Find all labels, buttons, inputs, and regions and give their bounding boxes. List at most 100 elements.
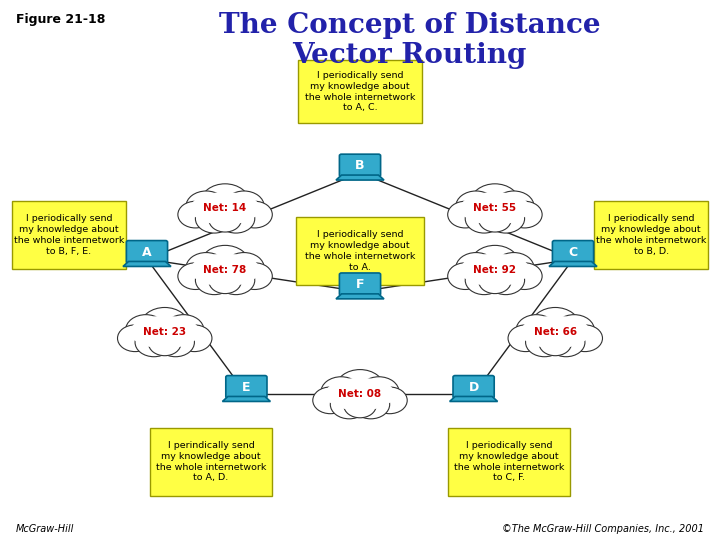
Circle shape	[224, 191, 264, 222]
FancyBboxPatch shape	[296, 217, 424, 285]
Circle shape	[125, 315, 166, 346]
Circle shape	[237, 201, 272, 228]
Circle shape	[494, 253, 534, 284]
Polygon shape	[222, 396, 271, 401]
FancyBboxPatch shape	[226, 375, 267, 398]
Circle shape	[140, 307, 189, 345]
FancyBboxPatch shape	[339, 154, 381, 177]
Circle shape	[456, 191, 496, 222]
FancyBboxPatch shape	[127, 241, 168, 263]
Circle shape	[372, 387, 408, 414]
Ellipse shape	[460, 254, 530, 286]
Circle shape	[526, 328, 563, 357]
Ellipse shape	[325, 378, 395, 410]
Text: Net: 55: Net: 55	[473, 204, 516, 213]
Circle shape	[494, 191, 534, 222]
Text: Net: 14: Net: 14	[204, 204, 247, 213]
Text: B: B	[355, 159, 365, 172]
Circle shape	[516, 315, 557, 346]
Circle shape	[465, 204, 503, 233]
FancyBboxPatch shape	[552, 241, 593, 263]
Circle shape	[487, 266, 525, 295]
Text: E: E	[242, 381, 251, 394]
Text: D: D	[469, 381, 479, 394]
Circle shape	[344, 393, 376, 418]
Circle shape	[163, 315, 204, 346]
Circle shape	[465, 266, 503, 295]
Polygon shape	[336, 294, 384, 299]
Circle shape	[359, 377, 399, 408]
Circle shape	[507, 201, 542, 228]
Text: Net: 23: Net: 23	[143, 327, 186, 337]
FancyBboxPatch shape	[594, 201, 708, 269]
FancyBboxPatch shape	[453, 375, 494, 398]
Circle shape	[224, 253, 264, 284]
Text: Net: 66: Net: 66	[534, 327, 577, 337]
Text: I periodically send
my knowledge about
the whole internetwork
to B, F, E.: I periodically send my knowledge about t…	[14, 214, 124, 255]
Polygon shape	[549, 261, 597, 266]
Ellipse shape	[190, 254, 260, 286]
Text: C: C	[569, 246, 577, 259]
Ellipse shape	[190, 192, 260, 225]
Circle shape	[321, 377, 361, 408]
Text: I periodically send
my knowledge about
the whole internetwork
to A, C.: I periodically send my knowledge about t…	[305, 71, 415, 112]
Circle shape	[554, 315, 595, 346]
Text: Net: 78: Net: 78	[204, 265, 247, 275]
FancyBboxPatch shape	[297, 60, 423, 123]
Circle shape	[508, 325, 543, 352]
Circle shape	[487, 204, 525, 233]
Circle shape	[507, 263, 542, 289]
Circle shape	[201, 245, 249, 282]
FancyBboxPatch shape	[150, 428, 271, 496]
Circle shape	[479, 269, 511, 294]
Circle shape	[539, 331, 572, 356]
Circle shape	[195, 204, 233, 233]
Text: I periodically send
my knowledge about
the whole internetwork
to C, F.: I periodically send my knowledge about t…	[454, 441, 564, 482]
Circle shape	[209, 207, 241, 232]
Ellipse shape	[520, 316, 590, 348]
Circle shape	[547, 328, 585, 357]
Circle shape	[186, 191, 226, 222]
Circle shape	[178, 201, 213, 228]
Circle shape	[117, 325, 153, 352]
FancyBboxPatch shape	[339, 273, 381, 295]
Circle shape	[201, 184, 249, 221]
Circle shape	[456, 253, 496, 284]
Text: I periodically send
my knowledge about
the whole internetwork
to B, D.: I periodically send my knowledge about t…	[596, 214, 706, 255]
Ellipse shape	[460, 192, 530, 225]
Circle shape	[135, 328, 173, 357]
Circle shape	[195, 266, 233, 295]
Circle shape	[178, 263, 213, 289]
FancyBboxPatch shape	[449, 428, 570, 496]
Polygon shape	[336, 175, 384, 180]
Polygon shape	[449, 396, 498, 401]
Circle shape	[312, 387, 348, 414]
Circle shape	[471, 184, 519, 221]
Circle shape	[479, 207, 511, 232]
Text: The Concept of Distance
Vector Routing: The Concept of Distance Vector Routing	[219, 12, 600, 69]
FancyBboxPatch shape	[12, 201, 126, 269]
Circle shape	[352, 390, 390, 419]
Circle shape	[567, 325, 603, 352]
Text: ©The McGraw-Hill Companies, Inc., 2001: ©The McGraw-Hill Companies, Inc., 2001	[503, 523, 704, 534]
Circle shape	[471, 245, 519, 282]
Text: McGraw-Hill: McGraw-Hill	[16, 523, 74, 534]
Circle shape	[330, 390, 368, 419]
Circle shape	[448, 201, 483, 228]
Circle shape	[148, 331, 181, 356]
Text: Net: 08: Net: 08	[338, 389, 382, 399]
Circle shape	[531, 307, 580, 345]
Circle shape	[186, 253, 226, 284]
Ellipse shape	[130, 316, 200, 348]
Circle shape	[177, 325, 212, 352]
Circle shape	[237, 263, 272, 289]
Text: A: A	[142, 246, 152, 259]
Circle shape	[157, 328, 194, 357]
Text: F: F	[356, 278, 364, 291]
Polygon shape	[123, 261, 171, 266]
Circle shape	[209, 269, 241, 294]
Text: Figure 21-18: Figure 21-18	[16, 14, 105, 26]
Text: I perindically send
my knowledge about
the whole internetwork
to A, D.: I perindically send my knowledge about t…	[156, 441, 266, 482]
Circle shape	[217, 266, 255, 295]
Text: I periodically send
my knowledge about
the whole internetwork
to A.: I periodically send my knowledge about t…	[305, 231, 415, 272]
